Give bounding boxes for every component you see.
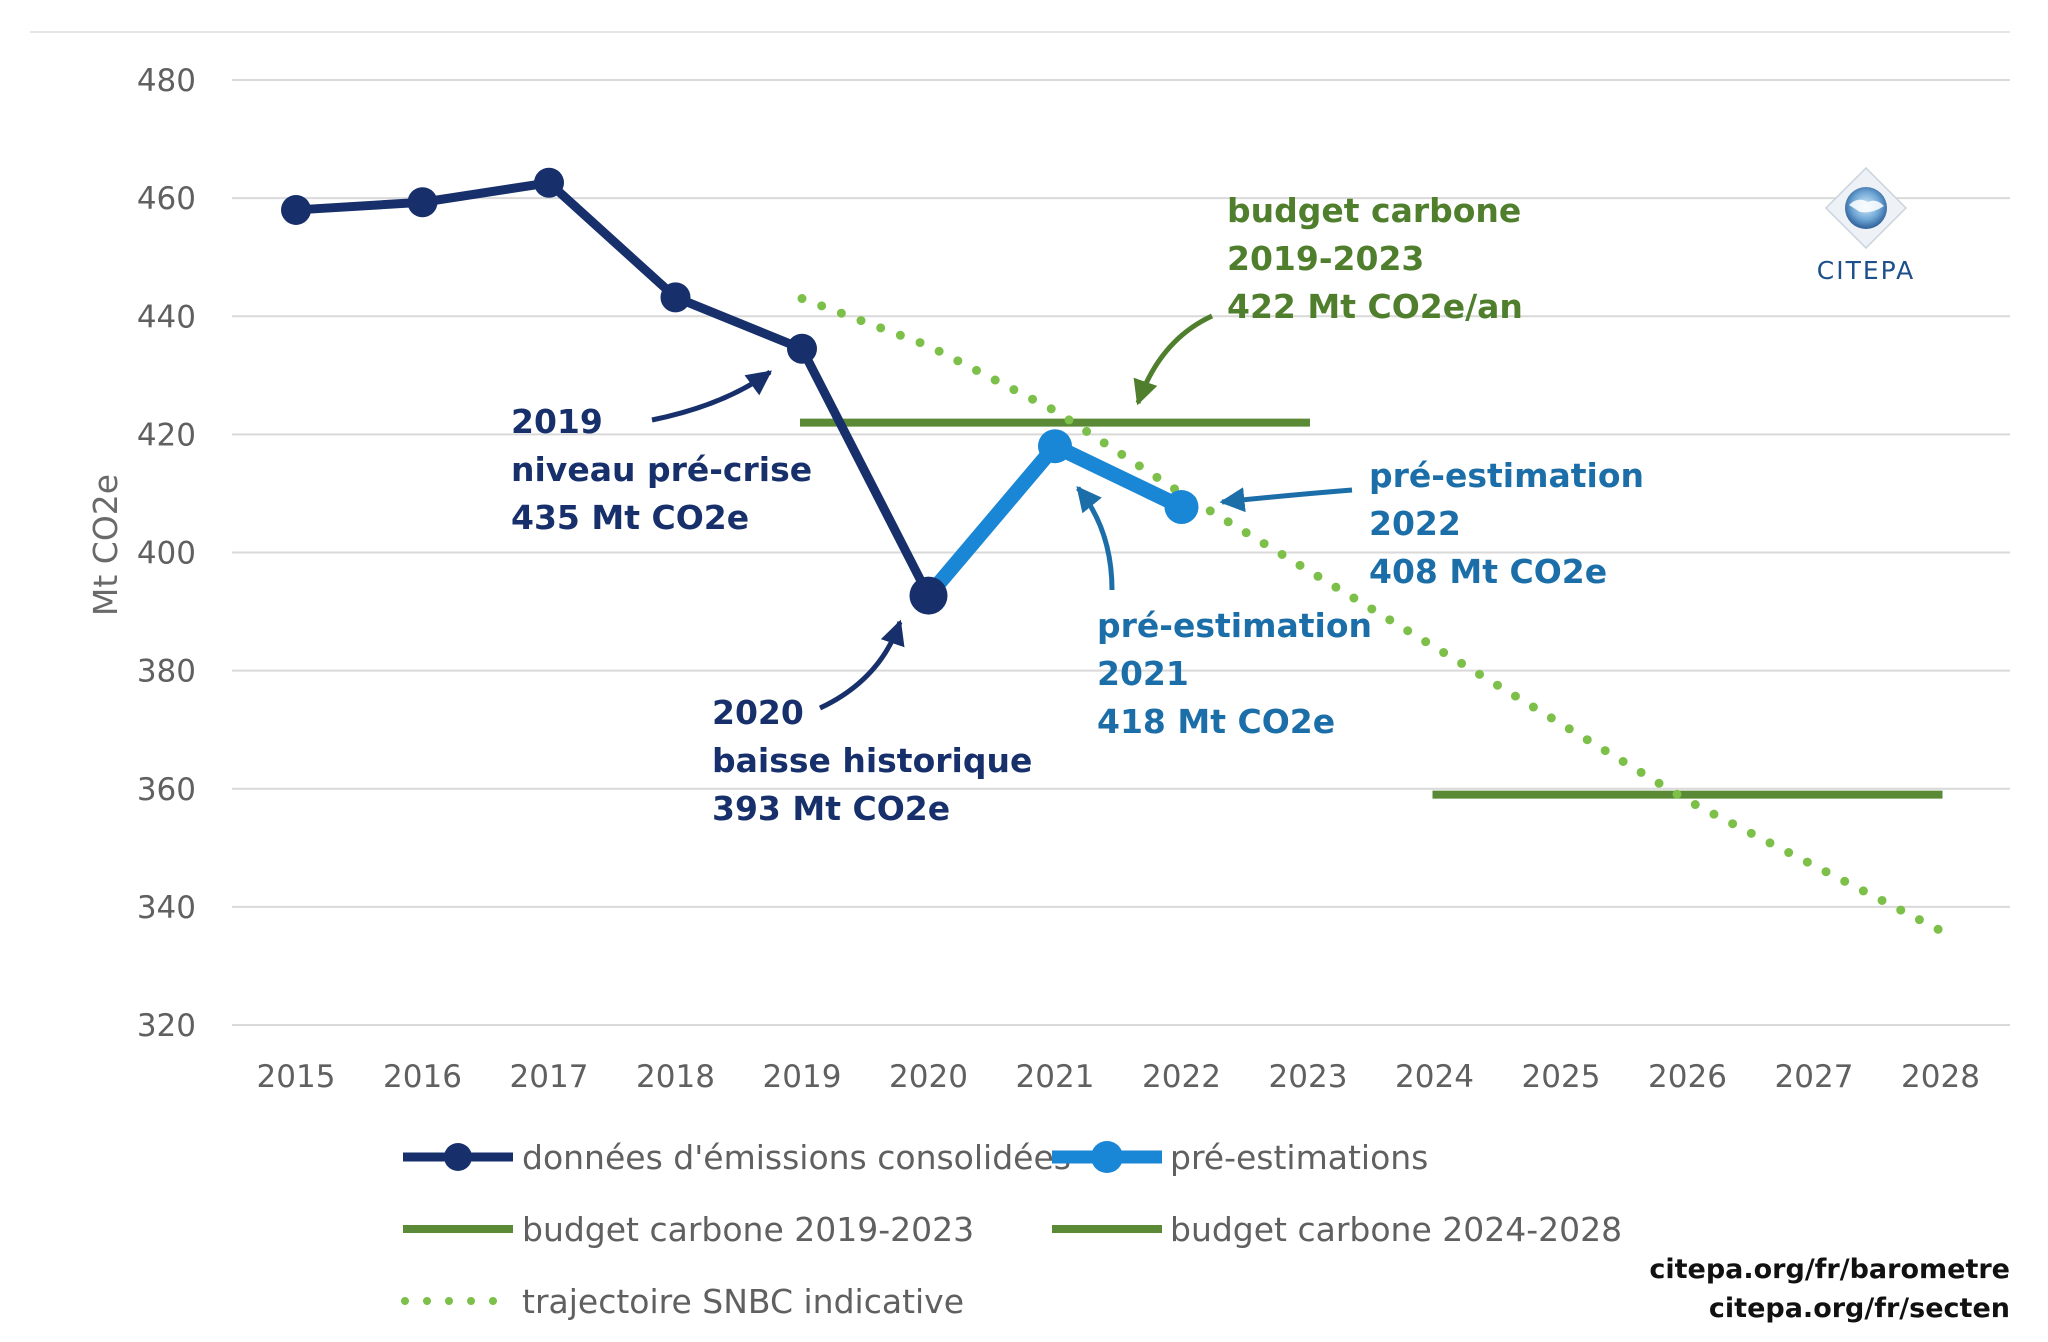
x-tick-label: 2022 (1142, 1059, 1221, 1095)
x-tick-label: 2019 (763, 1059, 842, 1095)
annotation-2020: 2020 baisse historique 393 Mt CO2e (712, 693, 1032, 828)
legend-label-snbc: trajectoire SNBC indicative (522, 1282, 964, 1321)
x-tick-label: 2023 (1269, 1059, 1348, 1095)
y-tick-label: 440 (137, 299, 196, 335)
consolidated-point-2019 (787, 333, 817, 364)
annotation-2021-line3: 418 Mt CO2e (1097, 702, 1335, 741)
annotation-2021: pré-estimation 2021 418 Mt CO2e (1097, 606, 1372, 741)
x-tick-label: 2026 (1648, 1059, 1727, 1095)
series-layer (281, 167, 1945, 935)
legend-item-budget-2019-2023: budget carbone 2019-2023 (403, 1210, 974, 1249)
grid-lines (232, 79, 2010, 1026)
annotation-2019-line1: 2019 (511, 402, 603, 441)
x-tick-label: 2015 (257, 1059, 336, 1095)
preestimation-line (922, 438, 1185, 601)
consolidated-point-2017 (534, 167, 564, 198)
footer-link-barometre[interactable]: citepa.org/fr/barometre (1649, 1254, 2010, 1285)
x-tick-label: 2024 (1395, 1059, 1474, 1095)
x-tick-label: 2021 (1016, 1059, 1095, 1095)
snbc-trajectory-line (797, 294, 1945, 935)
annotation-2019-line2: niveau pré-crise (511, 450, 812, 489)
legend-item-preestimations: pré-estimations (1052, 1138, 1428, 1177)
arrow-2019 (651, 369, 773, 423)
arrow-2022 (1219, 487, 1353, 513)
x-tick-label: 2017 (510, 1059, 589, 1095)
preestimation-point-2022 (1164, 490, 1199, 525)
x-tick-label: 2018 (636, 1059, 715, 1095)
legend-label-budget-2019-2023: budget carbone 2019-2023 (522, 1210, 974, 1249)
consolidated-point-2015 (281, 194, 311, 225)
legend-label-preestimations: pré-estimations (1170, 1138, 1428, 1177)
y-axis-label: Mt CO2e (86, 474, 125, 616)
annotation-2019-line3: 435 Mt CO2e (511, 498, 749, 537)
x-tick-label: 2027 (1775, 1059, 1854, 1095)
consolidated-point-2018 (660, 282, 691, 313)
y-axis-ticks: 320 340 360 380 400 420 440 460 480 (137, 63, 196, 1044)
annotation-2021-line2: 2021 (1097, 654, 1189, 693)
annotation-budget-2019-2023: budget carbone 2019-2023 422 Mt CO2e/an (1227, 191, 1523, 326)
annotation-budget-line1: budget carbone (1227, 191, 1521, 230)
x-tick-label: 2020 (889, 1059, 968, 1095)
legend-marker-preestimations (1091, 1141, 1123, 1173)
legend-item-budget-2024-2028: budget carbone 2024-2028 (1052, 1210, 1622, 1249)
legend-marker-consolidated (444, 1143, 472, 1171)
annotation-2022-line3: 408 Mt CO2e (1369, 552, 1607, 591)
logo-text: CITEPA (1817, 256, 1915, 285)
annotation-2019: 2019 niveau pré-crise 435 Mt CO2e (511, 402, 812, 537)
annotation-budget-line2: 2019-2023 (1227, 239, 1424, 278)
consolidated-emissions-line (295, 178, 933, 598)
y-tick-label: 460 (137, 181, 196, 217)
x-tick-label: 2028 (1901, 1059, 1980, 1095)
y-tick-label: 380 (137, 654, 196, 690)
y-tick-label: 420 (137, 417, 196, 453)
footer-link-secten[interactable]: citepa.org/fr/secten (1709, 1293, 2010, 1324)
annotation-2022-line2: 2022 (1369, 504, 1461, 543)
consolidated-point-2020 (909, 576, 948, 615)
consolidated-point-2016 (407, 187, 438, 218)
y-tick-label: 340 (137, 890, 196, 926)
x-tick-label: 2025 (1522, 1059, 1601, 1095)
legend-item-consolidated: données d'émissions consolidées (403, 1138, 1071, 1177)
x-tick-label: 2016 (383, 1059, 462, 1095)
y-tick-label: 360 (137, 772, 196, 808)
logo-land-icon (1849, 199, 1884, 213)
x-axis-ticks: 2015 2016 2017 2018 2019 2020 2021 2022 2023 2024… (257, 1059, 1980, 1095)
y-tick-label: 400 (137, 536, 196, 572)
annotation-2020-line1: 2020 (712, 693, 804, 732)
legend-label-budget-2024-2028: budget carbone 2024-2028 (1170, 1210, 1622, 1249)
legend: données d'émissions consolidées pré-esti… (401, 1138, 1622, 1321)
annotation-2022-line1: pré-estimation (1369, 456, 1644, 495)
annotation-2021-line1: pré-estimation (1097, 606, 1372, 645)
arrow-budget (1133, 313, 1214, 406)
y-tick-label: 320 (137, 1008, 196, 1044)
annotation-2020-line3: 393 Mt CO2e (712, 789, 950, 828)
arrow-2021 (1076, 486, 1115, 591)
annotation-2022: pré-estimation 2022 408 Mt CO2e (1369, 456, 1644, 591)
preestimation-point-2021 (1038, 429, 1072, 464)
legend-label-consolidated: données d'émissions consolidées (522, 1138, 1071, 1177)
y-tick-label: 480 (137, 63, 196, 99)
arrow-2020 (818, 619, 905, 711)
citepa-logo: CITEPA (1817, 166, 1915, 285)
legend-item-snbc: trajectoire SNBC indicative (401, 1282, 964, 1321)
annotation-2020-line2: baisse historique (712, 741, 1032, 780)
annotation-budget-line3: 422 Mt CO2e/an (1227, 287, 1523, 326)
